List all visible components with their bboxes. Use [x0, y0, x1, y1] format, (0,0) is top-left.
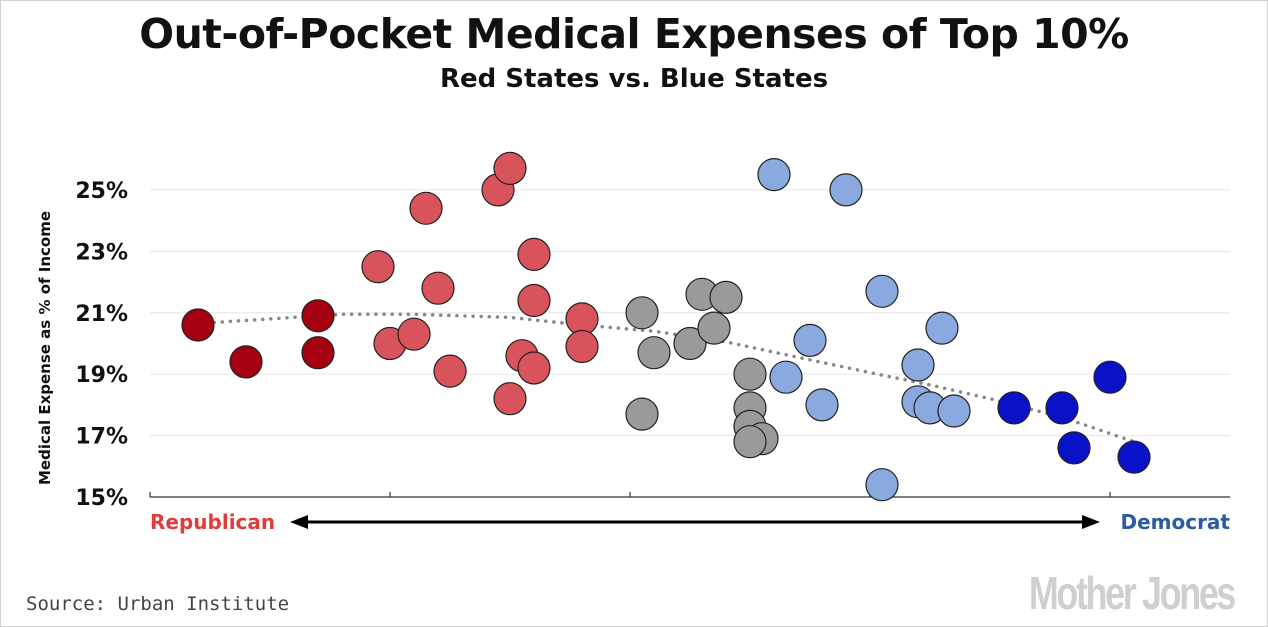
source-note: Source: Urban Institute	[26, 593, 290, 615]
data-point	[709, 280, 743, 314]
y-ticks: 15% 17% 19% 21% 23% 25%	[75, 179, 128, 511]
y-tick-label: 23%	[75, 240, 128, 265]
data-point	[421, 271, 455, 305]
data-point	[769, 360, 803, 394]
data-points	[181, 151, 1151, 502]
data-point	[625, 397, 659, 431]
y-tick-label: 17%	[75, 425, 128, 450]
data-point	[493, 151, 527, 185]
data-point	[517, 283, 551, 318]
data-point	[517, 351, 551, 385]
data-point	[361, 250, 395, 284]
arrow-right-head-icon	[1082, 515, 1100, 529]
data-point	[1093, 360, 1127, 394]
data-point	[805, 388, 839, 422]
data-point	[793, 323, 827, 357]
y-axis-label: Medical Expense as % of Income	[36, 211, 54, 485]
y-tick-label: 25%	[75, 179, 128, 204]
data-point	[673, 326, 707, 361]
y-tick-label: 21%	[75, 302, 128, 327]
data-point	[397, 317, 431, 351]
data-point	[229, 345, 263, 379]
data-point	[757, 158, 791, 192]
data-point	[301, 336, 335, 370]
x-axis	[149, 492, 1230, 498]
data-point	[1117, 440, 1151, 474]
trend-line	[196, 312, 1136, 444]
partisan-arrow	[290, 515, 1100, 529]
data-point	[829, 173, 863, 207]
y-tick-label: 19%	[75, 363, 128, 388]
mother-jones-logo: Mother Jones	[1028, 567, 1237, 619]
data-point	[181, 308, 215, 342]
data-point	[733, 425, 767, 459]
data-point	[901, 348, 935, 382]
arrow-left-head-icon	[290, 515, 308, 529]
data-point	[997, 391, 1031, 425]
republican-label: Republican	[150, 510, 275, 534]
data-point	[409, 191, 443, 225]
data-point	[1057, 431, 1091, 465]
data-point	[493, 382, 527, 416]
chart-title: Out-of-Pocket Medical Expenses of Top 10…	[139, 10, 1129, 58]
data-point	[865, 468, 899, 502]
data-point	[697, 311, 731, 345]
chart-subtitle: Red States vs. Blue States	[439, 64, 829, 94]
data-point	[937, 394, 971, 428]
democrat-label: Democrat	[1120, 510, 1230, 534]
gridlines	[150, 189, 1230, 437]
y-tick-label: 15%	[75, 486, 128, 511]
data-point	[517, 237, 551, 271]
data-point	[865, 274, 899, 308]
data-point	[625, 296, 659, 330]
data-point	[1045, 391, 1079, 425]
data-point	[301, 299, 335, 333]
data-point	[565, 329, 599, 364]
data-point	[925, 311, 959, 345]
data-point	[637, 336, 671, 370]
data-point	[733, 357, 767, 391]
data-point	[433, 354, 467, 388]
